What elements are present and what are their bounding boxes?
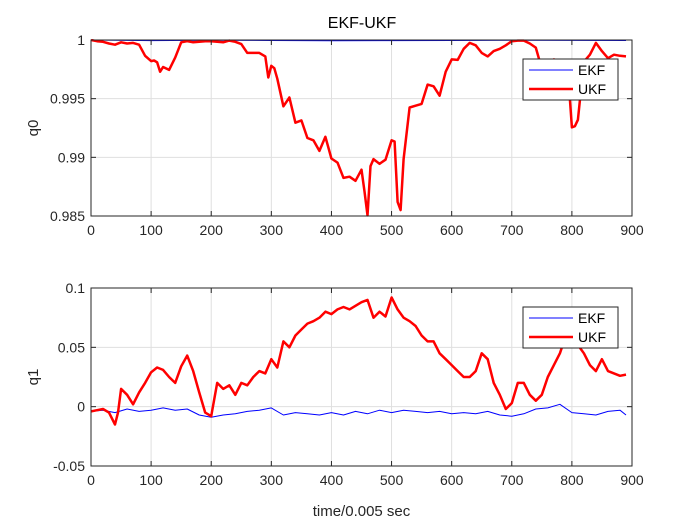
y-tick-label: 0.1: [66, 280, 86, 296]
legend-entry-label: UKF: [578, 81, 606, 97]
y-tick-label: 0: [77, 399, 85, 415]
y-axis-label: q0: [25, 120, 42, 137]
x-tick-label: 100: [139, 472, 163, 488]
x-tick-label: 200: [200, 472, 224, 488]
axes-box: [90, 39, 633, 217]
x-tick-label: 800: [560, 222, 584, 238]
y-axis-label: q1: [25, 369, 42, 386]
series-line-ukf: [91, 296, 627, 426]
legend-entry-label: EKF: [578, 62, 605, 78]
x-tick-label: 100: [139, 222, 163, 238]
bottom-axes: 0 100 200 300 400 500 600 700 800 900-0.0500.050.…: [25, 280, 644, 520]
legend-box: [522, 306, 619, 349]
top-axes: 0 100 200 300 400 500 600 700 800 900 0.985 0.99 0.9…: [25, 32, 644, 238]
x-tick-label: 600: [440, 222, 464, 238]
x-tick-label: 800: [560, 472, 584, 488]
x-tick-label: 300: [260, 222, 284, 238]
legend-box: [522, 58, 619, 101]
y-tick-label: 0.995: [50, 91, 85, 107]
x-tick-label: 400: [320, 472, 344, 488]
x-tick-label: 0: [87, 222, 95, 238]
x-tick-label: 900: [620, 472, 644, 488]
x-tick-label: 700: [500, 472, 524, 488]
x-tick-label: 400: [320, 222, 344, 238]
x-tick-label: 300: [260, 472, 284, 488]
x-tick-label: 500: [380, 472, 404, 488]
legend: EKF UKF: [522, 306, 619, 349]
y-tick-label: 0.05: [58, 339, 85, 355]
series-line-ekf: [91, 403, 627, 418]
series-line-ukf: [91, 39, 627, 217]
x-tick-label: 700: [500, 222, 524, 238]
x-tick-label: 500: [380, 222, 404, 238]
legend-entry-label: EKF: [578, 310, 605, 326]
x-axis-label: time/0.005 sec: [313, 503, 411, 520]
x-tick-label: 900: [620, 222, 644, 238]
y-tick-label: 0.985: [50, 208, 85, 224]
y-tick-label: -0.05: [53, 458, 85, 474]
x-tick-label: 200: [200, 222, 224, 238]
chart-title: EKF-UKF: [328, 15, 397, 32]
y-tick-label: 0.99: [58, 149, 85, 165]
axes-box: [90, 287, 633, 467]
x-tick-label: 600: [440, 472, 464, 488]
x-tick-label: 0: [87, 472, 95, 488]
legend-entry-label: UKF: [578, 329, 606, 345]
y-tick-label: 1: [77, 32, 85, 48]
legend: EKF UKF: [522, 58, 619, 101]
